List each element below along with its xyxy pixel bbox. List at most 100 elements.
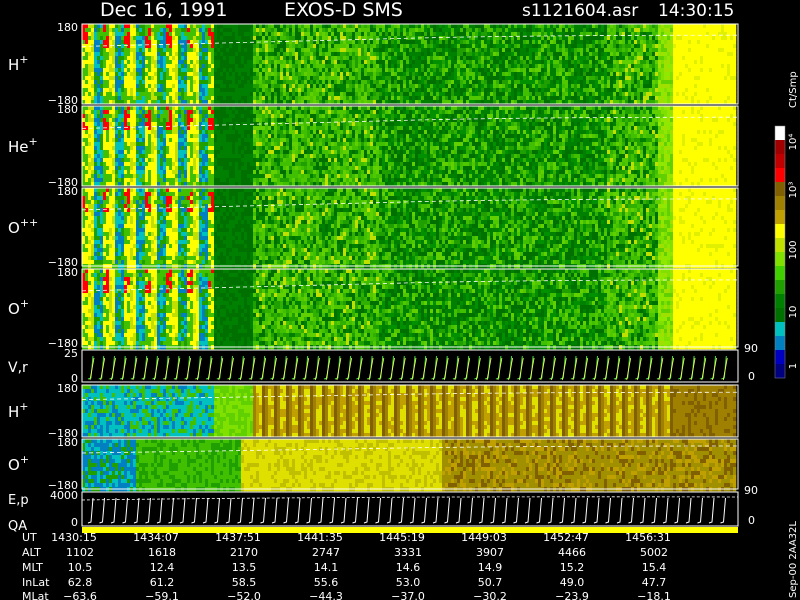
heatmap-cell: [643, 40, 647, 45]
reference-trace: [81, 34, 739, 47]
heatmap-cell: [310, 84, 314, 89]
heatmap-cell: [370, 44, 374, 49]
heatmap-cell: [475, 76, 479, 81]
heatmap-cell: [82, 138, 86, 143]
heatmap-cell: [154, 60, 158, 65]
heatmap-cell: [415, 60, 419, 65]
heatmap-cell: [301, 48, 305, 53]
heatmap-cell: [298, 68, 302, 73]
heatmap-cell: [97, 76, 101, 81]
heatmap-cell: [187, 72, 191, 77]
heatmap-cell: [172, 52, 176, 57]
heatmap-cell: [121, 36, 125, 41]
heatmap-cell: [235, 84, 239, 89]
heatmap-cell: [628, 88, 632, 93]
heatmap-cell: [208, 100, 212, 105]
heatmap-cell: [313, 24, 317, 29]
heatmap-cell: [118, 100, 122, 105]
heatmap-cell: [451, 76, 455, 81]
heatmap-cell: [103, 150, 107, 155]
heatmap-cell: [643, 44, 647, 49]
heatmap-cell: [340, 56, 344, 61]
heatmap-cell: [469, 68, 473, 73]
heatmap-cell: [220, 92, 224, 97]
heatmap-cell: [424, 84, 428, 89]
heatmap-cell: [502, 56, 506, 61]
heatmap-cell: [169, 64, 173, 69]
heatmap-cell: [457, 100, 461, 105]
heatmap-cell: [484, 96, 488, 101]
heatmap-cell: [727, 64, 731, 69]
heatmap-cell: [517, 28, 521, 33]
heatmap-cell: [322, 52, 326, 57]
heatmap-cell: [535, 64, 539, 69]
heatmap-cell: [259, 48, 263, 53]
heatmap-cell: [574, 72, 578, 77]
heatmap-cell: [478, 36, 482, 41]
heatmap-cell: [145, 154, 149, 159]
heatmap-cell: [421, 32, 425, 37]
heatmap-cell: [385, 40, 389, 45]
heatmap-cell: [628, 64, 632, 69]
heatmap-cell: [328, 48, 332, 53]
heatmap-cell: [355, 28, 359, 33]
heatmap-cell: [649, 28, 653, 33]
heatmap-cell: [217, 44, 221, 49]
heatmap-cell: [643, 36, 647, 41]
heatmap-cell: [691, 60, 695, 65]
heatmap-cell: [409, 52, 413, 57]
heatmap-cell: [481, 52, 485, 57]
heatmap-cell: [457, 64, 461, 69]
heatmap-cell: [160, 154, 164, 159]
heatmap-cell: [661, 64, 665, 69]
heatmap-cell: [538, 72, 542, 77]
heatmap-cell: [442, 92, 446, 97]
heatmap-cell: [232, 84, 236, 89]
heatmap-cell: [91, 166, 95, 171]
heatmap-cell: [181, 100, 185, 105]
heatmap-cell: [499, 32, 503, 37]
heatmap-cell: [304, 36, 308, 41]
heatmap-cell: [199, 28, 203, 33]
heatmap-cell: [133, 68, 137, 73]
heatmap-cell: [469, 48, 473, 53]
heatmap-cell: [241, 72, 245, 77]
heatmap-cell: [88, 178, 92, 183]
heatmap-cell: [697, 72, 701, 77]
heatmap-cell: [202, 84, 206, 89]
heatmap-cell: [271, 92, 275, 97]
heatmap-cell: [124, 88, 128, 93]
heatmap-cell: [598, 52, 602, 57]
heatmap-cell: [82, 162, 86, 167]
heatmap-cell: [307, 92, 311, 97]
heatmap-cell: [169, 80, 173, 85]
heatmap-cell: [706, 96, 710, 101]
heatmap-cell: [460, 76, 464, 81]
heatmap-cell: [283, 76, 287, 81]
heatmap-cell: [616, 84, 620, 89]
heatmap-cell: [400, 44, 404, 49]
heatmap-cell: [139, 44, 143, 49]
heatmap-cell: [706, 48, 710, 53]
heatmap-cell: [538, 84, 542, 89]
heatmap-cell: [283, 40, 287, 45]
heatmap-cell: [640, 64, 644, 69]
heatmap-cell: [700, 72, 704, 77]
heatmap-cell: [619, 52, 623, 57]
heatmap-cell: [271, 36, 275, 41]
heatmap-cell: [139, 64, 143, 69]
heatmap-cell: [85, 138, 89, 143]
heatmap-cell: [508, 60, 512, 65]
heatmap-cell: [121, 64, 125, 69]
heatmap-cell: [343, 48, 347, 53]
heatmap-cell: [376, 84, 380, 89]
heatmap-cell: [574, 28, 578, 33]
heatmap-cell: [622, 76, 626, 81]
heatmap-cell: [250, 80, 254, 85]
heatmap-cell: [151, 80, 155, 85]
heatmap-cell: [157, 36, 161, 41]
heatmap-cell: [160, 68, 164, 73]
heatmap-cell: [322, 96, 326, 101]
heatmap-cell: [553, 68, 557, 73]
heatmap-cell: [508, 44, 512, 49]
